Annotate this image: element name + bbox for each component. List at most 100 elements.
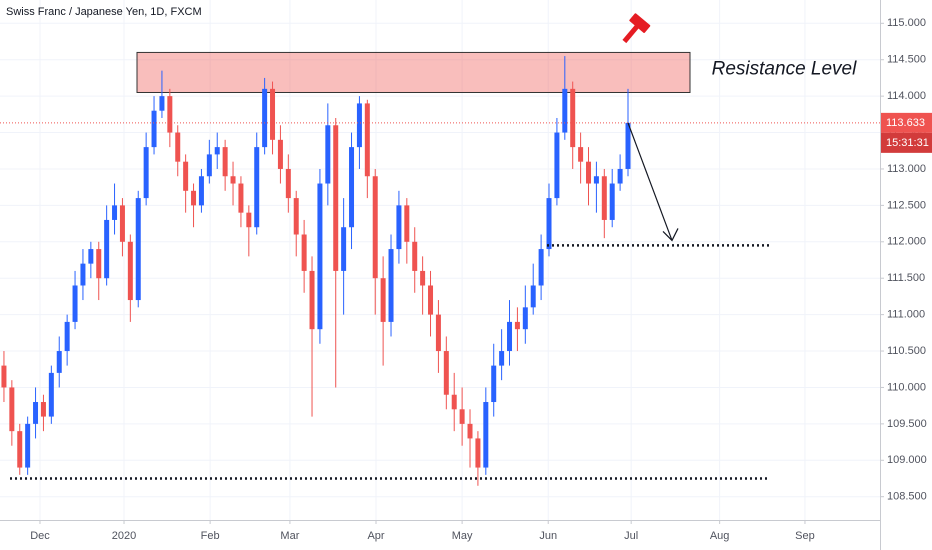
candle-body [222,147,228,177]
candle-body [554,132,560,199]
candle-body [349,147,355,228]
candle-body [127,241,133,301]
x-tick-label: Jul [624,530,638,542]
candle-body [372,176,378,279]
candle-body [25,423,31,468]
candle-body [570,88,576,148]
arrow-head [662,228,679,242]
resistance-label: Resistance Level [712,58,857,79]
candle-body [119,205,125,242]
candle-body [309,270,315,330]
candle-body [317,183,323,330]
candle-body [151,110,157,148]
candle-body [538,249,544,286]
candle-body [143,147,149,199]
y-tick-label: 111.000 [887,309,925,321]
candle-body [380,278,386,322]
candle-body [301,234,307,271]
candle-body [167,96,173,133]
candle-body [72,285,78,322]
candle-body [17,431,23,468]
y-tick-label: 114.000 [887,90,926,102]
y-tick-label: 111.500 [887,272,925,284]
candle-body [593,176,599,184]
candle-body [191,190,197,206]
candle-body [238,183,244,213]
candle-body [246,212,252,228]
candle-body [277,139,283,169]
candle-body [388,249,394,322]
candle-body [48,372,54,417]
chart-title: Swiss Franc / Japanese Yen, 1D, FXCM [6,6,202,18]
y-tick-label: 110.000 [887,381,926,393]
candle-body [546,198,552,250]
x-tick-label: Feb [201,530,220,542]
last-price-label: 113.633 [886,117,925,129]
candle-body [578,147,584,162]
candle-body [586,161,592,184]
candle-body [617,168,623,184]
candle-body [262,88,268,148]
resistance-zone [136,51,691,93]
x-tick-label: Jun [539,530,557,542]
candle-body [183,161,189,191]
y-tick-label: 115.000 [887,17,926,29]
candle-body [333,125,339,271]
candle-body [435,314,441,352]
candle-body [396,205,402,250]
candle-body [499,351,505,366]
candle-body [356,103,362,148]
candle-body [341,227,347,271]
candle-body [214,147,220,155]
candle-body [175,132,181,162]
y-tick-label: 114.500 [887,54,926,66]
candle-body [40,402,46,417]
x-tick-label: Dec [30,530,50,542]
y-tick-label: 108.500 [887,491,927,503]
candle-body [443,351,449,395]
projection-arrow [627,122,673,241]
candle-body [104,219,110,279]
countdown-label: 15:31:31 [886,137,929,149]
candle-body [88,249,94,264]
candle-body [364,103,370,177]
candle-body [404,205,410,242]
candle-body [609,183,615,220]
candle-body [293,198,299,235]
candle-body [1,365,7,388]
last-price-box [881,112,932,133]
hammer-icon [622,13,651,44]
candle-body [514,321,520,330]
candle-body [601,176,607,220]
candle-body [96,249,102,279]
y-tick-label: 109.500 [887,418,927,430]
x-tick-label: May [452,530,473,542]
y-tick-label: 110.500 [887,345,926,357]
y-tick-label: 112.000 [887,236,926,248]
candle-body [254,147,260,228]
y-tick-label: 112.500 [887,199,926,211]
candle-body [625,122,631,169]
candle-body [206,154,212,177]
candle-body [562,88,568,133]
candle-body [459,409,465,424]
candle-body [530,285,536,308]
candle-body [507,321,513,352]
hammer-head [629,13,651,33]
candle-body [475,438,481,468]
candle-body [56,351,62,373]
candle-body [80,263,86,286]
candle-body [112,205,118,220]
candle-body [198,176,204,206]
candle-body [9,387,15,432]
candle-body [33,402,39,424]
candle-body [420,270,426,286]
candle-body [159,96,165,111]
candle-body [467,423,473,439]
candle-body [491,365,497,403]
countdown-box [881,132,932,153]
y-tick-label: 113.000 [887,163,926,175]
candle-body [428,285,434,315]
